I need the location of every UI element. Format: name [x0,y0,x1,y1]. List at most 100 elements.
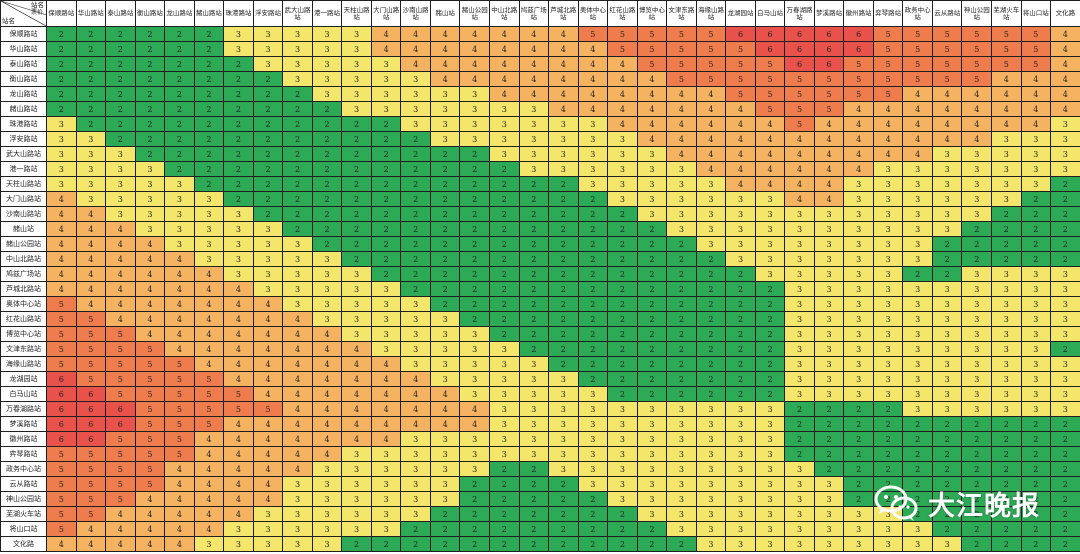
fare-cell: 3 [813,251,845,267]
fare-cell: 2 [429,506,461,522]
fare-cell: 4 [282,401,313,417]
fare-cell: 5 [46,491,77,507]
fare-cell: 2 [548,281,579,297]
fare-cell: 4 [223,311,254,327]
fare-cell: 6 [75,386,107,402]
fare-cell: 3 [105,146,136,162]
fare-cell: 3 [1050,146,1080,162]
fare-cell: 4 [75,206,107,222]
fare-cell: 2 [311,161,343,177]
fare-cell: 3 [429,326,461,342]
fare-cell: 3 [843,506,874,522]
fare-cell: 2 [843,431,874,447]
fare-cell: 4 [695,161,727,177]
fare-cell: 3 [754,416,786,432]
fare-cell: 3 [902,236,933,252]
fare-cell: 4 [282,461,313,477]
fare-cell: 5 [931,71,963,87]
fare-cell: 4 [282,446,313,462]
fare-cell: 3 [991,161,1022,177]
fare-cell: 3 [488,371,520,387]
fare-cell: 2 [607,296,638,312]
row-label: 弈琴路站 [0,446,47,462]
fare-cell: 2 [1050,521,1080,537]
fare-cell: 3 [725,206,756,222]
fare-cell: 4 [134,311,166,327]
fare-cell: 5 [931,56,963,72]
fare-cell: 2 [931,476,963,492]
column-header: 保顺路站 [46,0,77,27]
fare-cell: 2 [725,356,756,372]
fare-cell: 3 [488,446,520,462]
fare-cell: 2 [784,416,815,432]
fare-cell: 3 [370,56,402,72]
fare-cell: 4 [311,326,343,342]
fare-cell: 4 [548,86,579,102]
fare-cell: 2 [607,266,638,282]
fare-cell: 2 [695,371,727,387]
fare-cell: 5 [961,26,992,42]
fare-cell: 4 [666,131,697,147]
fare-cell: 3 [341,296,372,312]
table-row: 浮安路站 3 3 2 2 2 2 2 2 2 2 2 2 2 3 3 3 3 3 3 3 4 4 4 4 4 4 4 4 4 4 4 4 3 3 3 [0,131,1080,147]
fare-cell: 4 [46,221,77,237]
table-row: 沙南山路站 4 4 3 3 3 3 3 2 2 2 2 2 2 2 2 2 2 2 2 2 3 3 3 3 3 3 3 3 3 3 3 3 2 2 2 [0,206,1080,222]
fare-cell: 3 [341,71,372,87]
fare-cell: 2 [134,131,166,147]
fare-cell: 2 [459,536,490,552]
row-label: 龙山路站 [0,86,47,102]
fare-cell: 3 [931,191,963,207]
fare-cell: 4 [725,131,756,147]
fare-cell: 3 [931,296,963,312]
fare-cell: 2 [695,296,727,312]
fare-cell: 3 [931,536,963,552]
fare-cell: 3 [784,461,815,477]
fare-cell: 2 [193,56,225,72]
table-row: 弈琴路站 5 5 5 5 5 4 4 4 4 4 3 3 3 3 3 3 3 3 3 3 3 3 3 3 3 2 2 2 2 2 2 2 2 2 2 [0,446,1080,462]
fare-cell: 4 [666,146,697,162]
fare-cell: 2 [370,191,402,207]
fare-cell: 3 [1020,266,1052,282]
fare-cell: 2 [400,281,431,297]
fare-cell: 3 [607,491,638,507]
fare-cell: 4 [902,131,933,147]
fare-cell: 3 [282,41,313,57]
fare-cell: 2 [134,86,166,102]
fare-cell: 3 [991,146,1022,162]
fare-cell: 2 [223,176,254,192]
fare-cell: 4 [784,146,815,162]
fare-cell: 3 [725,431,756,447]
column-header: 芦城北路站 [548,0,579,27]
fare-cell: 2 [754,341,786,357]
column-header: 衡山路站 [134,0,166,27]
fare-cell: 3 [1020,146,1052,162]
fare-cell: 4 [636,116,668,132]
table-row: 将山口站 5 4 4 4 4 4 3 3 3 3 3 3 2 2 2 2 2 2 2 2 2 3 3 3 3 3 3 3 3 3 2 2 2 2 2 [0,521,1080,537]
fare-cell: 3 [872,371,904,387]
row-label: 博览中心站 [0,326,47,342]
fare-cell: 2 [1050,251,1080,267]
fare-cell: 3 [666,401,697,417]
fare-cell: 5 [666,71,697,87]
fare-cell: 3 [636,176,668,192]
fare-cell: 3 [223,206,254,222]
fare-cell: 5 [134,416,166,432]
fare-cell: 2 [46,41,77,57]
fare-cell: 3 [784,521,815,537]
fare-cell: 4 [282,431,313,447]
fare-cell: 5 [105,431,136,447]
fare-cell: 4 [429,26,461,42]
fare-cell: 3 [282,476,313,492]
fare-cell: 3 [577,146,609,162]
fare-cell: 2 [459,176,490,192]
fare-cell: 2 [754,311,786,327]
fare-cell: 3 [282,266,313,282]
fare-cell: 4 [1020,101,1052,117]
fare-cell: 4 [813,191,845,207]
fare-cell: 5 [164,401,195,417]
table-row: 芦城北路站 4 4 4 4 4 4 4 3 3 3 3 3 2 2 2 2 2 2 2 2 2 2 2 2 2 3 3 3 3 3 3 3 3 3 3 [0,281,1080,297]
fare-cell: 4 [813,176,845,192]
fare-cell: 2 [105,131,136,147]
table-row: 华山路站 2 2 2 2 2 2 3 3 3 3 3 4 4 4 4 4 4 4 4 5 5 5 5 5 6 6 6 6 5 5 5 5 5 5 4 [0,41,1080,57]
fare-cell: 2 [725,311,756,327]
